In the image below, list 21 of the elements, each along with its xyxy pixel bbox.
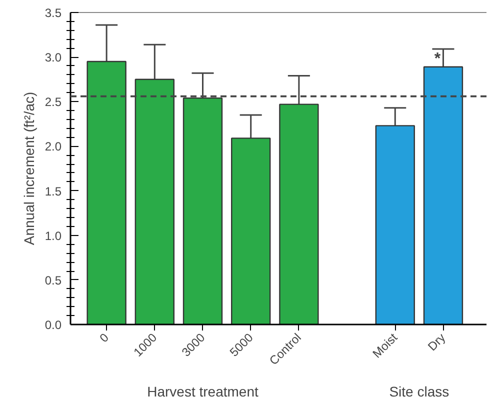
y-tick-label: 3.5 — [44, 6, 62, 20]
y-tick-label: 0.5 — [44, 273, 62, 288]
bar — [423, 66, 464, 324]
bar — [182, 97, 223, 324]
bar — [279, 104, 319, 324]
bar — [231, 138, 271, 324]
y-tick-label: 2.0 — [44, 140, 62, 154]
text: Site class — [389, 384, 450, 400]
x-tick-label: 0 — [96, 330, 112, 346]
text: Harvest treatment — [147, 384, 258, 400]
y-tick-label: 3.0 — [44, 50, 62, 65]
bar — [375, 125, 415, 324]
x-tick-label: Dry — [425, 330, 448, 354]
annotation: * — [434, 50, 442, 68]
bar — [86, 60, 126, 324]
bar — [134, 78, 174, 324]
y-tick-label: 1.5 — [44, 184, 62, 198]
y-axis-title: Annual increment (ft²/ac) — [20, 92, 37, 246]
y-tick-label: 0.0 — [44, 318, 62, 332]
y-tick-label: 1.0 — [44, 228, 62, 243]
y-tick-label: 2.5 — [44, 95, 62, 110]
